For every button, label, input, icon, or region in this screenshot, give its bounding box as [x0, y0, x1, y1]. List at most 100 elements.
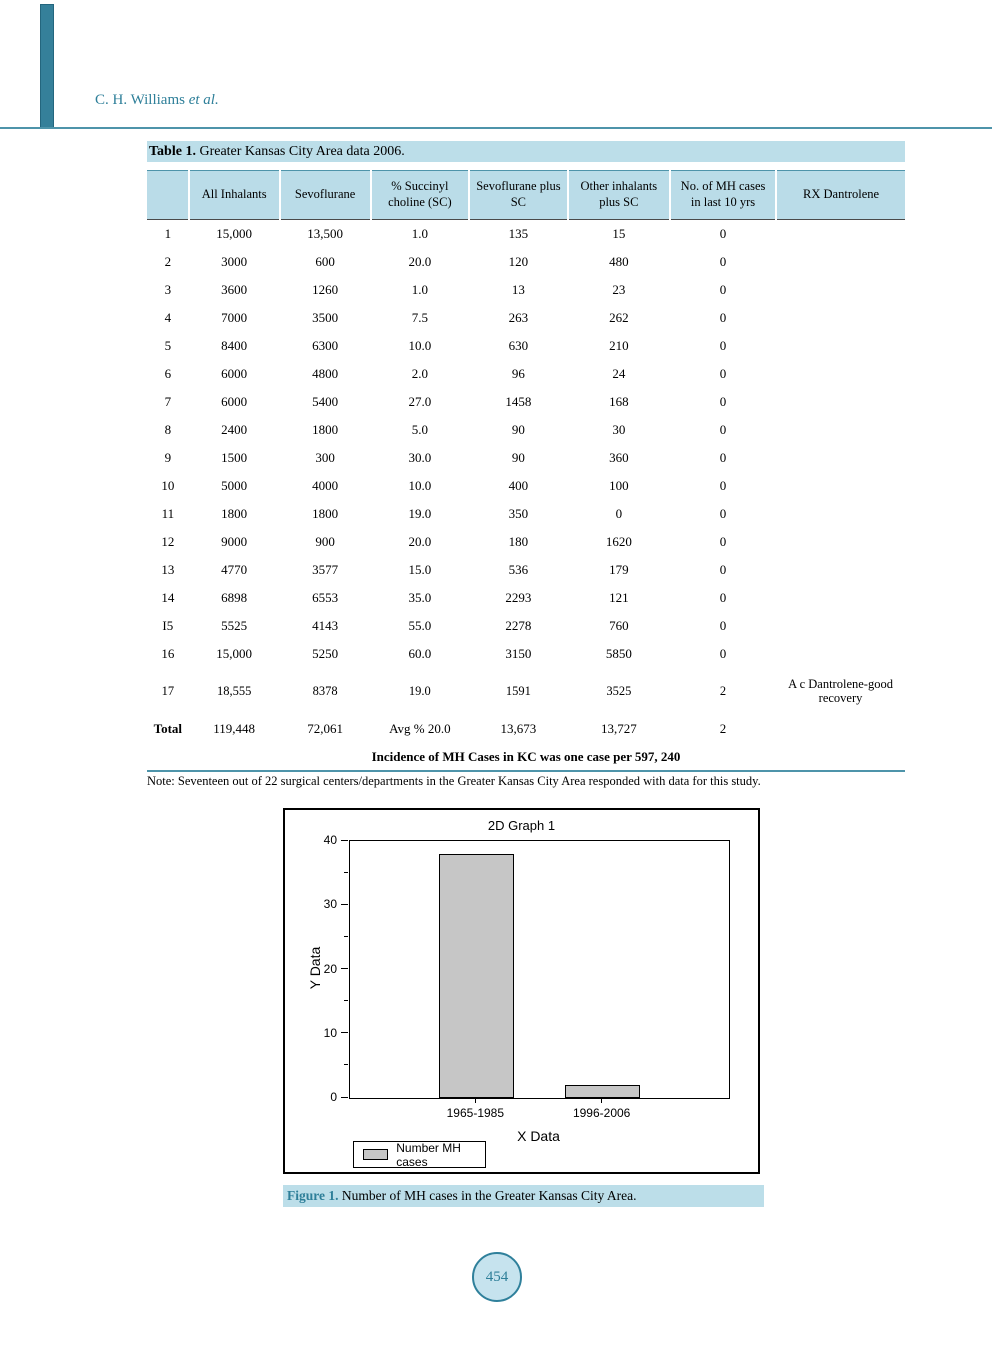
table-cell: 179	[609, 562, 629, 577]
table-cell: 3525	[606, 683, 632, 698]
table-cell: 3600	[221, 282, 248, 297]
table-cell: 5400	[312, 394, 339, 409]
table-cell: 15	[612, 226, 626, 241]
table-cell: 0	[719, 478, 727, 493]
table-cell: 7.5	[411, 310, 428, 325]
table-cell: 13	[511, 282, 525, 297]
table-cell: 5250	[312, 646, 339, 661]
table-header-row: All Inhalants Sevoflurane% Succinyl choli…	[147, 170, 905, 220]
table-cell: 11	[161, 506, 175, 521]
table-cell: 2293	[505, 590, 532, 605]
running-head-author: C. H. Williams	[95, 92, 185, 108]
table-cell: 5.0	[411, 422, 428, 437]
table-cell: 5850	[605, 646, 632, 661]
column-header: Sevoflurane plus SC	[468, 170, 568, 220]
table-cell: 0	[719, 450, 727, 465]
table-caption-label: Table 1.	[149, 144, 196, 159]
table-cell: 4143	[312, 618, 339, 633]
chart-plot-area	[349, 840, 730, 1099]
table-cell: 1591	[505, 683, 531, 698]
table-cell: 630	[508, 338, 529, 353]
column-header: Sevoflurane	[278, 170, 371, 220]
table-cell: 55.0	[408, 618, 432, 633]
table-cell	[776, 528, 905, 556]
table-row: 7 6000 5400 27.0 1458 168 0	[147, 388, 905, 416]
table-cell: 3000	[221, 254, 248, 269]
table-cell: 20.0	[408, 534, 432, 549]
table-cell: 5525	[221, 618, 248, 633]
table-cell: 0	[615, 506, 623, 521]
table-row: 1 15,000 13,500 1.0 135 15 0	[147, 220, 905, 249]
column-header: No. of MH cases in last 10 yrs	[668, 170, 777, 220]
table-cell: 8400	[221, 338, 248, 353]
table-cell: 10.0	[408, 478, 432, 493]
table-cell: 96	[511, 366, 525, 381]
table-cell: 20.0	[408, 254, 432, 269]
table-cell: 1458	[505, 394, 532, 409]
table-caption: Table 1. Greater Kansas City Area data 2…	[147, 141, 905, 162]
table-cell	[776, 220, 905, 249]
x-tick-label: 1965-1985	[446, 1106, 505, 1120]
table-cell: 1800	[312, 506, 339, 521]
table-row: 9 1500 300 30.0 90 360 0	[147, 444, 905, 472]
table-cell: 15,000	[216, 226, 253, 241]
table-cell: 6553	[312, 590, 339, 605]
table-cell: 536	[508, 562, 529, 577]
table-cell: 0	[719, 422, 727, 437]
table-cell: 60.0	[408, 646, 432, 661]
table-cell: I5	[162, 618, 174, 633]
table-cell: 5000	[221, 478, 248, 493]
table-cell: 5	[164, 338, 172, 353]
table-cell: 0	[719, 562, 727, 577]
y-tick	[341, 903, 348, 905]
table-cell: 9	[164, 450, 172, 465]
table-cell: 13,673	[500, 721, 537, 736]
table-cell: 180	[508, 534, 529, 549]
figure-caption: Figure 1. Number of MH cases in the Grea…	[283, 1185, 764, 1207]
table-cell: 6000	[221, 394, 248, 409]
table-cell	[776, 556, 905, 584]
table-cell: 14	[161, 590, 175, 605]
table-cell: 135	[508, 226, 529, 241]
y-minor-tick	[344, 935, 348, 937]
table-cell: 17	[161, 683, 175, 698]
column-header	[147, 170, 189, 220]
data-table: All Inhalants Sevoflurane% Succinyl choli…	[147, 170, 905, 772]
table-cell	[776, 360, 905, 388]
incidence-line: Incidence of MH Cases in KC was one case…	[371, 749, 681, 764]
table-cell: 6	[164, 366, 172, 381]
figure-box: 2D Graph 1 X Data Y Data Number MH cases…	[283, 808, 760, 1174]
table-caption-text: Greater Kansas City Area data 2006.	[195, 144, 405, 159]
table-cell: 0	[719, 226, 727, 241]
legend-label: Number MH cases	[396, 1140, 461, 1169]
table-cell: 90	[511, 422, 525, 437]
table-cell: 760	[609, 618, 629, 633]
table-cell: 400	[508, 478, 529, 493]
table-cell: 360	[609, 450, 629, 465]
table-cell: 0	[719, 338, 727, 353]
y-tick-label: 20	[323, 961, 337, 976]
table-row: Total 119,448 72,061 Avg % 20.0 13,673 13,727…	[147, 714, 905, 744]
table-cell: 3	[164, 282, 172, 297]
table-cell: 300	[315, 450, 335, 465]
table-cell: Avg % 20.0	[389, 721, 451, 736]
table-cell: 0	[719, 506, 727, 521]
table-cell: 6898	[221, 590, 248, 605]
table-cell: 0	[719, 254, 727, 269]
table-cell	[776, 444, 905, 472]
bar	[438, 853, 514, 1098]
table-cell	[776, 714, 905, 744]
column-header: RX Dantrolene	[775, 170, 905, 220]
table-cell: A c Dantrolene-good recovery	[788, 676, 893, 705]
table-cell: 4800	[312, 366, 339, 381]
table-cell: 3500	[312, 310, 339, 325]
table-row: 17 18,555 8378 19.0 1591 3525 2 A c Dantrolene-…	[147, 668, 905, 714]
table-cell: 0	[719, 646, 727, 661]
table-cell: 8	[164, 422, 172, 437]
table-cell: 18,555	[216, 683, 252, 698]
table-row: 10 5000 4000 10.0 400 100 0	[147, 472, 905, 500]
chart-title: 2D Graph 1	[487, 818, 556, 833]
y-tick	[341, 1032, 348, 1034]
table-cell: 27.0	[408, 394, 432, 409]
incidence-row: Incidence of MH Cases in KC was one case…	[147, 744, 905, 771]
